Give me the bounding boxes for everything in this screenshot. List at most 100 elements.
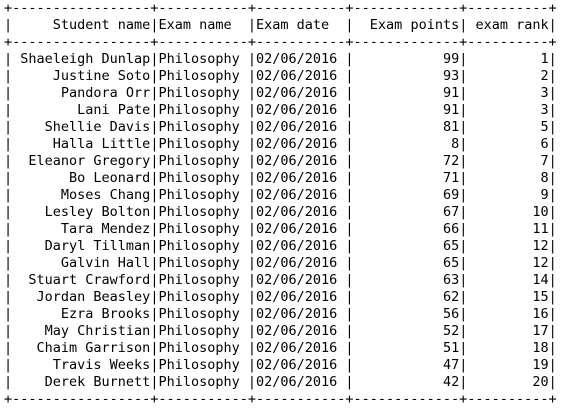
cell-exam-name: Philosophy: [158, 255, 248, 271]
table-border-header: +-----------------+-----------+---------…: [4, 34, 557, 50]
cell-exam-points: 91: [353, 102, 460, 118]
cell-exam-rank: 16: [467, 306, 549, 322]
cell-student-name: Lesley Bolton: [12, 204, 151, 220]
cell-exam-date: 02/06/2016: [256, 51, 346, 67]
cell-exam-date: 02/06/2016: [256, 170, 346, 186]
cell-exam-name: Philosophy: [158, 289, 248, 305]
cell-exam-points: 42: [353, 374, 460, 390]
cell-exam-name: Philosophy: [158, 340, 248, 356]
cell-exam-rank: 5: [467, 119, 549, 135]
cell-exam-name: Philosophy: [158, 119, 248, 135]
header-exam-date: Exam date: [256, 17, 346, 33]
cell-exam-date: 02/06/2016: [256, 340, 346, 356]
cell-exam-points: 93: [353, 68, 460, 84]
cell-exam-rank: 1: [467, 51, 549, 67]
table-row: | Chaim Garrison|Philosophy |02/06/2016 …: [4, 340, 557, 356]
cell-exam-name: Philosophy: [158, 187, 248, 203]
cell-exam-rank: 6: [467, 136, 549, 152]
table-border-bottom: +-----------------+-----------+---------…: [4, 391, 557, 407]
cell-student-name: May Christian: [12, 323, 151, 339]
cell-exam-points: 69: [353, 187, 460, 203]
cell-student-name: Halla Little: [12, 136, 151, 152]
cell-exam-points: 8: [353, 136, 460, 152]
cell-exam-points: 65: [353, 238, 460, 254]
cell-exam-name: Philosophy: [158, 374, 248, 390]
cell-exam-rank: 18: [467, 340, 549, 356]
cell-exam-date: 02/06/2016: [256, 187, 346, 203]
cell-exam-rank: 9: [467, 187, 549, 203]
cell-student-name: Jordan Beasley: [12, 289, 151, 305]
cell-exam-rank: 12: [467, 238, 549, 254]
header-exam-name: Exam name: [158, 17, 248, 33]
cell-student-name: Derek Burnett: [12, 374, 151, 390]
cell-exam-date: 02/06/2016: [256, 119, 346, 135]
table-row: | Lani Pate|Philosophy |02/06/2016 | 91|…: [4, 102, 557, 118]
cell-exam-name: Philosophy: [158, 102, 248, 118]
table-row: | Derek Burnett|Philosophy |02/06/2016 |…: [4, 374, 557, 390]
table-row: | Stuart Crawford|Philosophy |02/06/2016…: [4, 272, 557, 288]
cell-student-name: Pandora Orr: [12, 85, 151, 101]
cell-student-name: Shaeleigh Dunlap: [12, 51, 151, 67]
cell-student-name: Daryl Tillman: [12, 238, 151, 254]
cell-exam-date: 02/06/2016: [256, 255, 346, 271]
cell-exam-rank: 3: [467, 85, 549, 101]
cell-exam-points: 47: [353, 357, 460, 373]
cell-student-name: Travis Weeks: [12, 357, 151, 373]
cell-exam-date: 02/06/2016: [256, 136, 346, 152]
cell-exam-date: 02/06/2016: [256, 85, 346, 101]
cell-exam-name: Philosophy: [158, 136, 248, 152]
cell-exam-name: Philosophy: [158, 85, 248, 101]
cell-student-name: Justine Soto: [12, 68, 151, 84]
cell-exam-rank: 12: [467, 255, 549, 271]
header-student-name: Student name: [12, 17, 151, 33]
cell-exam-date: 02/06/2016: [256, 357, 346, 373]
cell-exam-name: Philosophy: [158, 170, 248, 186]
cell-exam-points: 99: [353, 51, 460, 67]
cell-exam-rank: 8: [467, 170, 549, 186]
cell-exam-rank: 11: [467, 221, 549, 237]
cell-exam-points: 81: [353, 119, 460, 135]
cell-student-name: Moses Chang: [12, 187, 151, 203]
table-row: | Halla Little|Philosophy |02/06/2016 | …: [4, 136, 557, 152]
cell-exam-date: 02/06/2016: [256, 272, 346, 288]
cell-student-name: Lani Pate: [12, 102, 151, 118]
table-row: | Daryl Tillman|Philosophy |02/06/2016 |…: [4, 238, 557, 254]
cell-exam-name: Philosophy: [158, 323, 248, 339]
cell-exam-name: Philosophy: [158, 68, 248, 84]
cell-exam-date: 02/06/2016: [256, 153, 346, 169]
cell-exam-points: 71: [353, 170, 460, 186]
table-row: | Shaeleigh Dunlap|Philosophy |02/06/201…: [4, 51, 557, 67]
cell-student-name: Bo Leonard: [12, 170, 151, 186]
cell-exam-points: 62: [353, 289, 460, 305]
cell-student-name: Tara Mendez: [12, 221, 151, 237]
cell-student-name: Eleanor Gregory: [12, 153, 151, 169]
cell-exam-rank: 19: [467, 357, 549, 373]
cell-exam-name: Philosophy: [158, 306, 248, 322]
cell-exam-rank: 14: [467, 272, 549, 288]
cell-exam-date: 02/06/2016: [256, 374, 346, 390]
cell-exam-rank: 15: [467, 289, 549, 305]
cell-student-name: Chaim Garrison: [12, 340, 151, 356]
table-border-top: +-----------------+-----------+---------…: [4, 0, 557, 16]
table-row: | Moses Chang|Philosophy |02/06/2016 | 6…: [4, 187, 557, 203]
cell-exam-name: Philosophy: [158, 221, 248, 237]
cell-exam-points: 65: [353, 255, 460, 271]
table-row: | Lesley Bolton|Philosophy |02/06/2016 |…: [4, 204, 557, 220]
cell-exam-date: 02/06/2016: [256, 323, 346, 339]
table-row: | Galvin Hall|Philosophy |02/06/2016 | 6…: [4, 255, 557, 271]
cell-exam-name: Philosophy: [158, 357, 248, 373]
cell-exam-name: Philosophy: [158, 153, 248, 169]
header-exam-points: Exam points: [353, 17, 460, 33]
table-row: | Eleanor Gregory|Philosophy |02/06/2016…: [4, 153, 557, 169]
table-row: | Bo Leonard|Philosophy |02/06/2016 | 71…: [4, 170, 557, 186]
cell-exam-rank: 17: [467, 323, 549, 339]
table-row: | Justine Soto|Philosophy |02/06/2016 | …: [4, 68, 557, 84]
cell-exam-points: 72: [353, 153, 460, 169]
cell-exam-name: Philosophy: [158, 238, 248, 254]
table-row: | Travis Weeks|Philosophy |02/06/2016 | …: [4, 357, 557, 373]
cell-exam-name: Philosophy: [158, 51, 248, 67]
cell-exam-date: 02/06/2016: [256, 221, 346, 237]
cell-exam-name: Philosophy: [158, 204, 248, 220]
cell-exam-rank: 7: [467, 153, 549, 169]
table-row: | Shellie Davis|Philosophy |02/06/2016 |…: [4, 119, 557, 135]
